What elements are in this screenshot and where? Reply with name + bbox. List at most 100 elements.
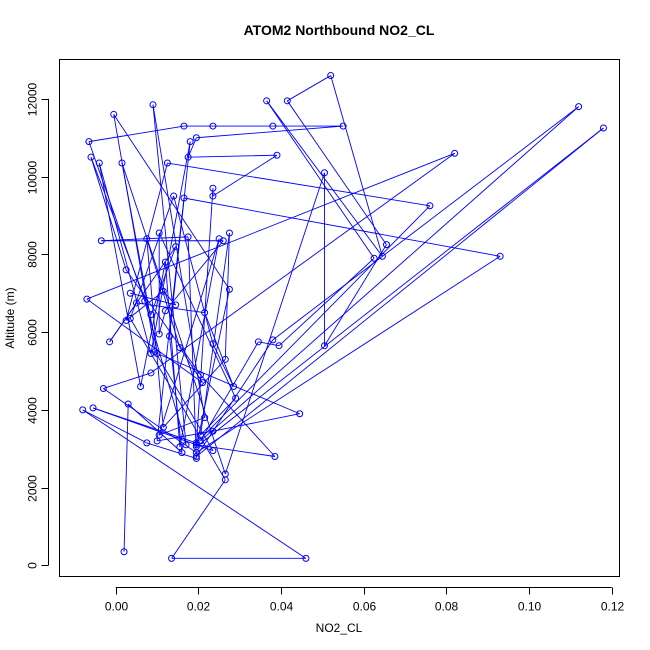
series-segment <box>140 262 166 387</box>
data-point <box>269 122 277 130</box>
data-point <box>232 394 240 402</box>
data-point <box>215 235 223 243</box>
data-point <box>296 410 304 418</box>
series-segment <box>330 75 383 257</box>
data-point <box>83 295 91 303</box>
x-axis-label: NO2_CL <box>316 621 363 635</box>
y-tick-label: 0 <box>26 562 40 569</box>
series-segment <box>200 374 276 457</box>
data-point <box>221 355 229 363</box>
series-segment <box>82 409 307 559</box>
series-segment <box>204 312 234 387</box>
data-point <box>141 297 149 305</box>
series-segment <box>224 172 325 475</box>
series-segment <box>266 100 375 259</box>
data-point <box>225 229 233 237</box>
series-segment <box>173 195 214 344</box>
y-tick-label: 2000 <box>26 475 40 502</box>
series-segment <box>158 232 237 399</box>
data-point <box>85 138 93 146</box>
data-point <box>95 159 103 167</box>
series-segment <box>158 238 220 436</box>
data-point <box>225 285 233 293</box>
x-tick-label: 0.00 <box>105 600 129 614</box>
series-segment <box>113 114 230 290</box>
data-point <box>126 315 134 322</box>
data-point <box>155 431 163 439</box>
y-tick-label: 12000 <box>26 82 40 116</box>
series-segment <box>179 347 203 383</box>
series-segment <box>286 100 387 245</box>
series-segment <box>162 359 226 428</box>
series-segment <box>258 341 280 347</box>
series-segment <box>90 157 127 271</box>
data-point <box>172 301 180 309</box>
data-point <box>110 110 118 118</box>
series-segment <box>171 479 226 559</box>
data-point <box>178 449 186 457</box>
data-point <box>122 266 130 274</box>
series-segment <box>146 442 197 459</box>
data-point <box>209 340 217 348</box>
data-point <box>184 153 192 161</box>
data-point <box>230 383 238 391</box>
data-point <box>122 316 130 324</box>
data-point <box>209 184 217 192</box>
series-segment <box>272 106 579 341</box>
data-point <box>370 254 378 262</box>
series-segment <box>287 75 331 102</box>
series-segment <box>212 413 300 432</box>
series-segment <box>196 127 604 457</box>
series-segment <box>158 310 166 335</box>
series-segment <box>103 388 197 453</box>
data-point <box>192 452 200 460</box>
y-tick-label: 8000 <box>26 241 40 268</box>
data-point <box>209 122 217 130</box>
series-segment <box>196 205 431 444</box>
series-segment <box>123 404 129 552</box>
data-point <box>172 243 180 251</box>
data-point <box>147 311 155 319</box>
y-tick-label: 10000 <box>26 160 40 194</box>
data-point <box>339 122 347 130</box>
series-segment <box>200 232 230 436</box>
data-point <box>166 332 174 340</box>
x-tick-label: 0.04 <box>270 600 294 614</box>
data-point <box>153 437 161 445</box>
series-segment <box>200 397 236 436</box>
series-segment <box>187 137 197 158</box>
data-point <box>143 235 151 243</box>
data-point <box>199 379 207 387</box>
series-segment <box>266 100 383 257</box>
data-point <box>209 427 217 435</box>
series-segment <box>86 298 203 384</box>
series-segment <box>165 240 224 312</box>
series-segment <box>200 341 259 442</box>
series-segment <box>152 104 187 445</box>
series-lines <box>82 75 604 559</box>
series-segment <box>88 125 185 143</box>
data-point <box>159 423 167 431</box>
series-segment <box>200 106 579 442</box>
data-point <box>120 548 128 556</box>
data-point <box>159 287 167 295</box>
series-segment <box>183 197 501 257</box>
data-point <box>118 159 126 167</box>
data-point <box>180 194 188 202</box>
series-segment <box>195 188 214 445</box>
data-point <box>137 383 145 391</box>
chart-title: ATOM2 Northbound NO2_CL <box>244 22 435 38</box>
series-segment <box>157 430 213 442</box>
data-point <box>192 441 200 449</box>
series-segment <box>196 255 501 453</box>
series-segment <box>156 197 185 441</box>
series-segment <box>125 269 201 376</box>
data-point <box>426 202 434 210</box>
data-point <box>192 439 200 447</box>
series-segment <box>150 141 191 354</box>
data-point <box>124 400 132 408</box>
series-segment <box>129 318 226 481</box>
y-tick-label: 6000 <box>26 319 40 346</box>
